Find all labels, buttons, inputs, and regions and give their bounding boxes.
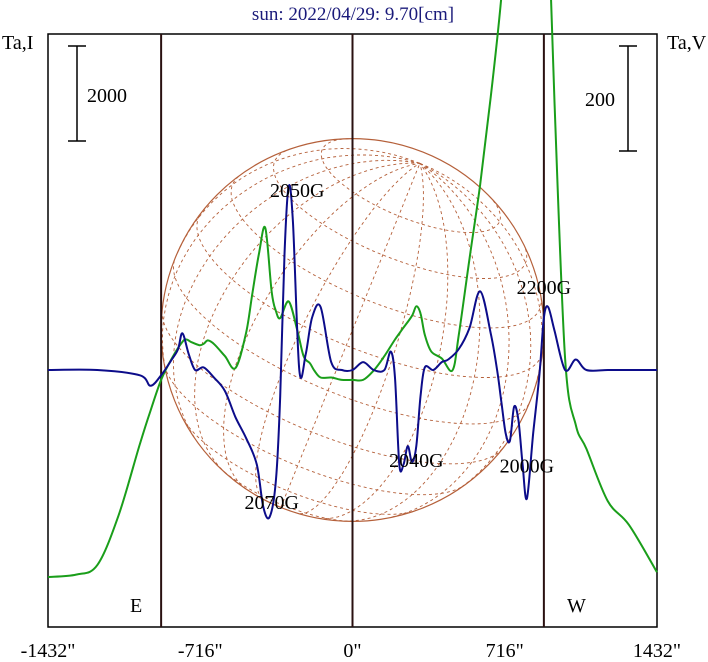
grid-line (230, 176, 542, 329)
annotation-label: 2050G (270, 180, 324, 202)
grid-line (255, 162, 421, 499)
left-scale-bar (68, 45, 86, 142)
series-circular-polarization-line (47, 184, 657, 520)
grid-line (173, 260, 530, 425)
grid-line (419, 162, 543, 396)
grid-line (177, 148, 421, 253)
grid-line (196, 215, 543, 378)
series-intensity-line (47, 0, 658, 578)
x-tick-label: -1432" (21, 640, 76, 662)
annotation-label: 2070G (244, 492, 298, 514)
x-tick-label: 716" (486, 640, 524, 662)
grid-line (320, 138, 501, 233)
right-axis-label: Ta,V (667, 32, 707, 54)
grid-line (194, 162, 420, 474)
left-scale-bar-label: 2000 (87, 85, 127, 107)
annotation-label: 2000G (500, 455, 554, 477)
x-tick-label: 1432" (633, 640, 681, 662)
grid-line (273, 150, 528, 279)
chart-title: sun: 2022/04/29: 9.70[cm] (252, 4, 454, 25)
left-axis-label: Ta,I (2, 32, 33, 54)
grid-line (343, 162, 481, 522)
grid-line (223, 162, 420, 490)
grid-line (318, 163, 449, 520)
grid-line (161, 310, 504, 465)
grid-line (419, 162, 532, 495)
right-scale-bar-label: 200 (585, 89, 615, 111)
x-tick-label: -716" (178, 640, 223, 662)
right-scale-bar (619, 45, 637, 152)
annotation-label: 2040G (389, 450, 443, 472)
grid-line (280, 163, 421, 508)
x-tick-label: 0" (343, 640, 361, 662)
east-limb-label: E (130, 595, 142, 617)
annotation-label: 2200G (517, 277, 571, 299)
west-limb-label: W (567, 595, 586, 617)
grid-line (299, 163, 424, 515)
